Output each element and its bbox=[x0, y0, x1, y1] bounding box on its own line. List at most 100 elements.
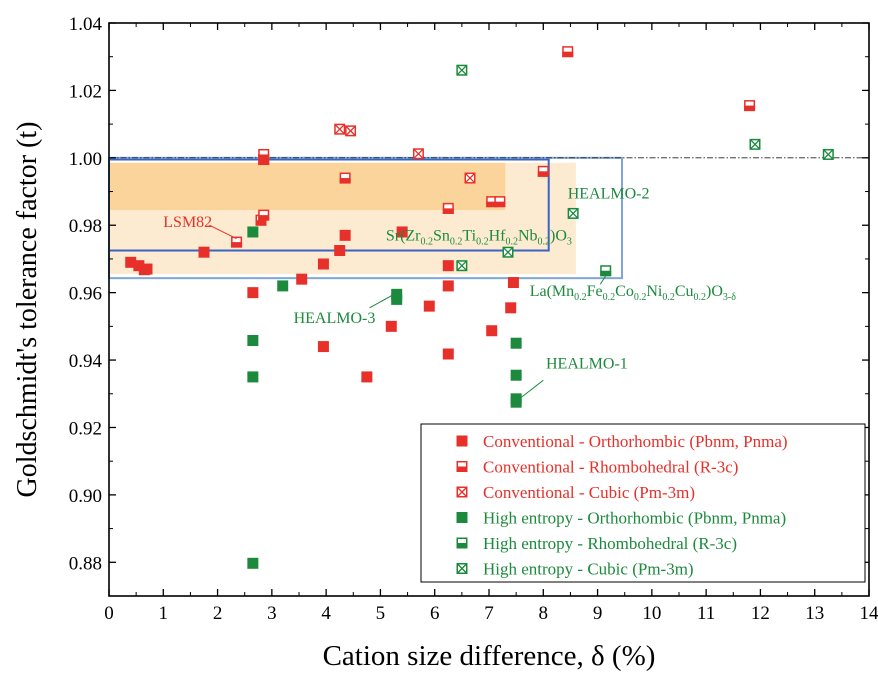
data-point bbox=[277, 280, 289, 292]
data-point bbox=[464, 172, 476, 184]
legend-item: Conventional - Orthorhombic (Pbnm, Pnma) bbox=[456, 432, 788, 451]
legend-label: High entropy - Rhombohedral (R-3c) bbox=[483, 534, 737, 553]
x-tick-label: 12 bbox=[751, 603, 770, 624]
data-point bbox=[507, 277, 519, 289]
data-point bbox=[125, 256, 137, 268]
y-tick-label: 0.94 bbox=[69, 351, 103, 372]
legend-label: Conventional - Cubic (Pm-3m) bbox=[483, 483, 695, 502]
data-point bbox=[258, 148, 270, 160]
data-point bbox=[317, 341, 329, 353]
x-tick-label: 1 bbox=[159, 603, 169, 624]
series-4 bbox=[600, 265, 612, 277]
data-point bbox=[510, 337, 522, 349]
x-tick-label: 8 bbox=[539, 603, 549, 624]
x-tick-label: 5 bbox=[376, 603, 386, 624]
legend-item: High entropy - Cubic (Pm-3m) bbox=[456, 560, 694, 579]
data-point bbox=[247, 371, 259, 383]
legend-label: High entropy - Orthorhombic (Pbnm, Pnma) bbox=[483, 509, 786, 528]
data-point bbox=[442, 348, 454, 360]
legend-label: Conventional - Rhombohedral (R-3c) bbox=[483, 458, 738, 477]
data-point bbox=[339, 172, 351, 184]
annotation-srzrsn: Sr(Zr0.2Sn0.2Ti0.2Hf0.2Nb0.2)O3 bbox=[386, 227, 572, 247]
data-point bbox=[247, 226, 259, 238]
data-point bbox=[456, 64, 468, 76]
legend-label: High entropy - Cubic (Pm-3m) bbox=[483, 560, 694, 579]
data-point bbox=[537, 165, 549, 177]
series-1 bbox=[231, 46, 756, 248]
data-point bbox=[198, 246, 210, 258]
x-axis-ticks: 0 1 2 3 4 5 6 7 8 9 10 11 12 13 14 bbox=[104, 23, 878, 624]
annotation-leader-healmo-1 bbox=[521, 379, 544, 398]
legend-item: Conventional - Rhombohedral (R-3c) bbox=[456, 458, 738, 477]
data-point bbox=[502, 246, 514, 258]
data-point bbox=[247, 335, 259, 347]
legend: Conventional - Orthorhombic (Pbnm, Pnma)… bbox=[420, 423, 866, 583]
annotation-healmo-3: HEALMO-3 bbox=[294, 310, 376, 327]
data-point bbox=[442, 260, 454, 272]
y-axis-ticks: 0.88 0.90 0.92 0.94 0.96 0.98 1.00 1.02 1.04 bbox=[69, 14, 869, 597]
data-point bbox=[317, 258, 329, 270]
data-point bbox=[744, 100, 756, 112]
data-point bbox=[141, 263, 153, 275]
data-point bbox=[385, 320, 397, 332]
y-tick-label: 1.00 bbox=[69, 149, 102, 170]
data-point bbox=[749, 138, 761, 150]
y-tick-label: 0.90 bbox=[69, 486, 102, 507]
data-point bbox=[562, 46, 574, 58]
x-tick-label: 13 bbox=[805, 603, 824, 624]
data-point bbox=[247, 557, 259, 569]
data-point bbox=[258, 209, 270, 221]
data-point bbox=[486, 325, 498, 337]
legend-item: High entropy - Rhombohedral (R-3c) bbox=[456, 534, 737, 553]
legend-item: Conventional - Cubic (Pm-3m) bbox=[456, 483, 695, 502]
data-point bbox=[361, 371, 373, 383]
legend-marker bbox=[456, 537, 468, 549]
y-tick-label: 0.92 bbox=[69, 418, 102, 439]
x-tick-label: 6 bbox=[430, 603, 440, 624]
legend-box bbox=[420, 423, 866, 583]
x-tick-label: 14 bbox=[860, 603, 878, 624]
data-point bbox=[396, 226, 408, 238]
annotation-healmo-2: HEALMO-2 bbox=[568, 185, 650, 202]
data-point bbox=[334, 245, 346, 257]
y-tick-label: 0.88 bbox=[69, 553, 102, 574]
legend-marker bbox=[456, 461, 468, 472]
legend-label: Conventional - Orthorhombic (Pbnm, Pnma) bbox=[483, 432, 788, 451]
data-point bbox=[456, 260, 468, 272]
y-axis-label: Goldschmidt's tolerance factor (t) bbox=[12, 122, 43, 498]
data-point bbox=[505, 302, 517, 314]
x-tick-label: 7 bbox=[484, 603, 494, 624]
data-point bbox=[442, 280, 454, 292]
data-point bbox=[510, 369, 522, 381]
legend-marker bbox=[456, 512, 468, 523]
y-tick-label: 0.96 bbox=[69, 284, 102, 305]
x-tick-label: 0 bbox=[104, 603, 114, 624]
legend-marker bbox=[456, 486, 468, 498]
x-axis-label: Cation size difference, δ (%) bbox=[323, 640, 656, 672]
data-point bbox=[231, 236, 243, 248]
x-tick-label: 9 bbox=[593, 603, 603, 624]
shaded-region-inner-region bbox=[109, 162, 506, 211]
annotation-leader-lamnfe bbox=[599, 275, 607, 285]
annotation-lamnfe: La(Mn0.2Fe0.2Co0.2Ni0.2Cu0.2)O3-δ bbox=[530, 283, 737, 303]
annotation-leader-lsm82 bbox=[209, 224, 237, 240]
legend-item: High entropy - Orthorhombic (Pbnm, Pnma) bbox=[456, 509, 786, 528]
data-point bbox=[412, 148, 424, 160]
y-tick-label: 1.04 bbox=[69, 14, 103, 35]
data-point bbox=[494, 196, 506, 208]
data-point bbox=[334, 123, 346, 135]
series-2 bbox=[334, 123, 476, 184]
data-point bbox=[510, 396, 522, 408]
data-point bbox=[339, 229, 351, 241]
data-point bbox=[600, 265, 612, 277]
data-point bbox=[423, 300, 435, 312]
annotation-leader-healmo-3 bbox=[369, 293, 395, 309]
data-point bbox=[442, 202, 454, 214]
series-3 bbox=[247, 226, 522, 569]
data-point bbox=[247, 287, 259, 299]
x-tick-label: 3 bbox=[267, 603, 277, 624]
data-point bbox=[391, 293, 403, 305]
x-tick-label: 4 bbox=[321, 603, 331, 624]
annotation-healmo-1: HEALMO-1 bbox=[546, 355, 628, 372]
